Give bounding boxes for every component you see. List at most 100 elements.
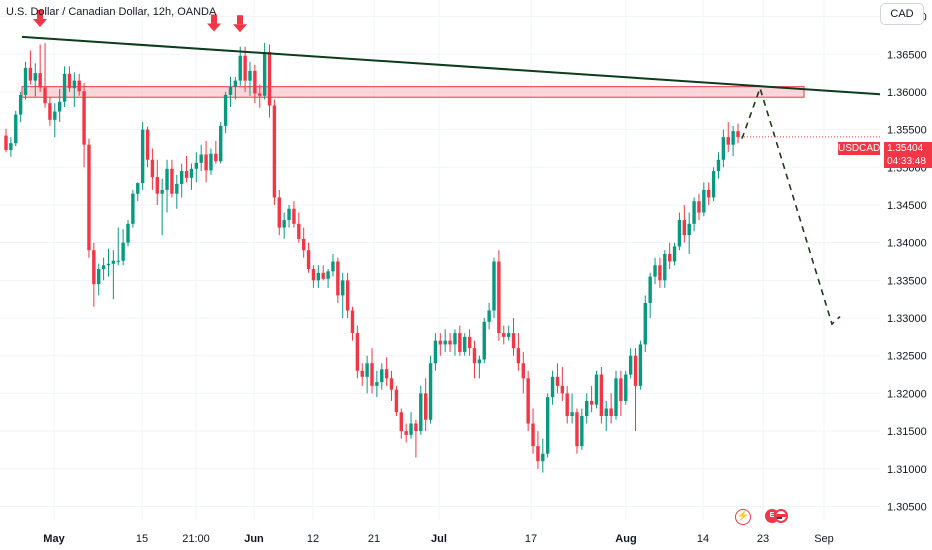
candle-body <box>131 193 135 224</box>
last-price-label: 1.35404 <box>884 142 932 155</box>
candle-body <box>57 101 62 112</box>
candle-body <box>350 310 355 334</box>
x-tick-label: Jun <box>244 533 264 545</box>
candle-body <box>199 154 203 163</box>
candle <box>609 393 613 424</box>
candle-body <box>550 376 555 398</box>
candle <box>116 227 120 266</box>
candle-body <box>126 223 130 243</box>
candle <box>97 263 101 296</box>
candle-body <box>18 94 23 115</box>
candle-body <box>360 370 364 377</box>
candle <box>179 163 184 198</box>
candle <box>687 212 691 254</box>
candle-body <box>687 223 691 236</box>
candle-body <box>482 321 486 360</box>
candle-body <box>536 446 540 462</box>
drawing-overlay <box>21 9 881 326</box>
candle-body <box>506 333 511 337</box>
candle-body <box>297 223 301 239</box>
candle-body <box>604 408 608 416</box>
candle-body <box>14 114 18 144</box>
candle-body <box>438 340 443 345</box>
candle-body <box>477 359 482 364</box>
lightning-icon[interactable]: ⚡ <box>735 509 751 525</box>
x-tick-label: 15 <box>136 533 148 545</box>
candle-body <box>311 269 316 281</box>
candle-body <box>23 67 28 95</box>
candle <box>711 167 716 202</box>
candle-body <box>375 382 379 386</box>
candle <box>77 73 81 96</box>
candle <box>463 333 467 356</box>
candle <box>111 250 116 300</box>
candle-body <box>716 159 721 172</box>
candle <box>692 197 696 232</box>
candle-body <box>589 400 594 405</box>
candle-body <box>184 171 189 178</box>
candle <box>375 370 379 398</box>
y-tick-label: 1.36500 <box>887 49 927 61</box>
candle <box>233 76 238 100</box>
x-tick-label: 21 <box>368 533 380 545</box>
candle <box>306 242 311 273</box>
candle <box>370 348 374 394</box>
candle <box>438 333 443 356</box>
candle-body <box>238 55 242 81</box>
candle <box>467 329 472 356</box>
candle-body <box>253 70 257 94</box>
candle-body <box>458 333 462 352</box>
candle-body <box>653 265 657 277</box>
candle-body <box>136 183 140 194</box>
y-tick-label: 1.33500 <box>887 275 927 287</box>
candle-body <box>292 208 296 224</box>
candle <box>72 72 77 108</box>
candle <box>4 128 8 153</box>
arrow-shaft <box>211 14 217 24</box>
candle <box>492 257 496 319</box>
candle <box>9 137 13 157</box>
candle-body <box>453 333 457 345</box>
candle-body <box>692 201 696 224</box>
candle <box>355 325 360 379</box>
candle <box>428 355 433 424</box>
candle <box>594 370 599 409</box>
flag-icon[interactable] <box>774 509 788 523</box>
candle <box>589 385 594 413</box>
candle-body <box>209 153 213 171</box>
x-tick-label: 17 <box>525 533 537 545</box>
candle <box>667 242 672 270</box>
candle-body <box>223 94 228 126</box>
last-price-tag: USDCAD 1.35404 04:33:48 <box>838 142 932 168</box>
candle-body <box>9 143 13 150</box>
candle <box>350 306 355 341</box>
candle <box>121 229 125 266</box>
candle-body <box>277 197 281 228</box>
resistance-zone-layer <box>21 86 805 98</box>
x-tick-label: 21:00 <box>182 533 210 545</box>
candle-body <box>326 271 330 279</box>
candle-body <box>116 260 120 262</box>
candle <box>345 272 350 319</box>
candle <box>506 325 511 341</box>
candle <box>14 110 18 147</box>
candle-body <box>667 253 672 262</box>
candle <box>448 333 452 352</box>
candle-body <box>219 125 223 162</box>
time-axis: May 15 21:00 Jun 12 21 Jul 17 Aug 14 23 Sep <box>43 533 833 545</box>
candle-body <box>258 93 262 96</box>
candle-body <box>638 344 643 386</box>
candle-body <box>570 412 574 416</box>
candle-body <box>633 355 638 386</box>
currency-button[interactable]: CAD <box>880 3 924 25</box>
y-tick-label: 1.31500 <box>887 426 927 438</box>
candle <box>155 159 159 205</box>
candle-body <box>4 135 8 150</box>
candle <box>82 82 86 168</box>
candle-body <box>345 280 350 311</box>
candle <box>365 355 369 394</box>
candle-body <box>82 91 86 145</box>
candle-body <box>287 208 291 221</box>
candle <box>160 178 164 236</box>
